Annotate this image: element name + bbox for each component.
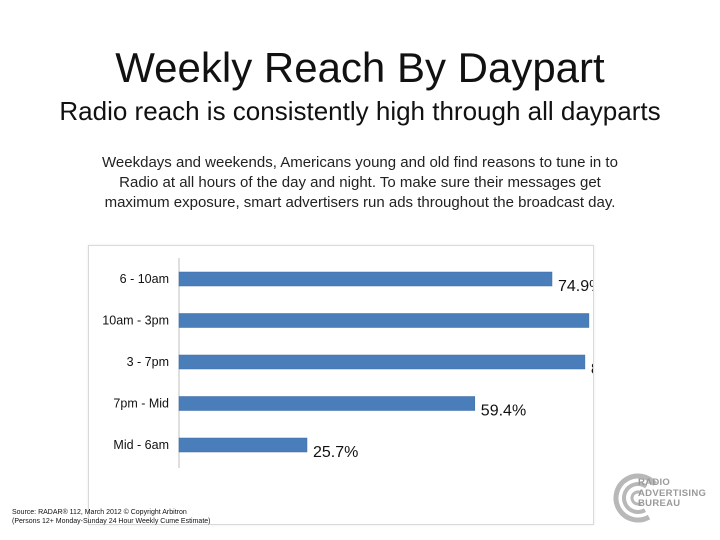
rab-logo-icon	[613, 473, 663, 523]
slide-title: Weekly Reach By Daypart	[115, 44, 605, 91]
slide-subtitle: Radio reach is consistently high through…	[59, 96, 661, 126]
bar	[178, 354, 586, 370]
category-label: 7pm - Mid	[113, 397, 169, 411]
source-line-2: (Persons 12+ Monday-Sunday 24 Hour Weekl…	[12, 518, 211, 525]
bar	[178, 271, 553, 287]
value-label: 59.4%	[481, 403, 526, 420]
value-label: 25.7%	[313, 444, 358, 461]
logo-line-2: ADVERTISING	[638, 487, 707, 499]
category-label: 3 - 7pm	[127, 355, 169, 369]
source-note: Source: RADAR® 112, March 2012 © Copyrig…	[12, 508, 211, 526]
value-label: 74.9%	[558, 278, 593, 295]
source-line-1: Source: RADAR® 112, March 2012 © Copyrig…	[12, 509, 187, 516]
category-label: 10am - 3pm	[102, 314, 169, 328]
category-label: Mid - 6am	[113, 438, 169, 452]
bar	[178, 437, 308, 453]
value-label: 81.5%	[591, 361, 593, 378]
logo-line-1: RADIO	[638, 477, 671, 488]
rab-logo-text: RADIO ADVERTISING BUREAU	[638, 477, 707, 510]
logo-line-3: BUREAU	[638, 498, 681, 509]
description-text: Weekdays and weekends, Americans young a…	[102, 154, 618, 211]
category-label: 6 - 10am	[120, 272, 169, 286]
bar	[178, 396, 476, 411]
bar	[178, 313, 590, 328]
